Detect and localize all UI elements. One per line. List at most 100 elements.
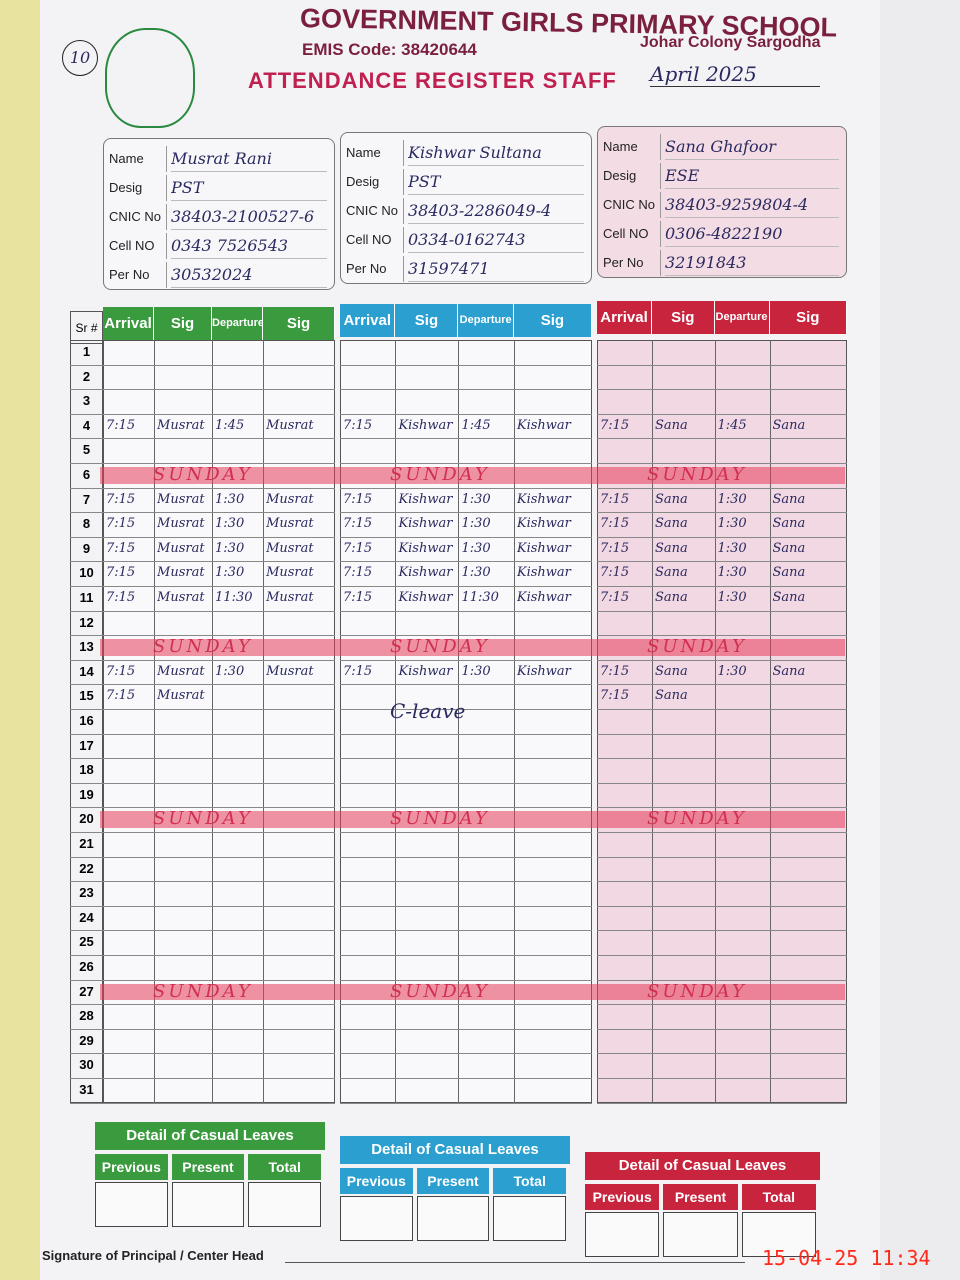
row-line: [70, 979, 103, 981]
entry: 11:30: [461, 590, 499, 605]
entry: Musrat: [157, 516, 205, 532]
card-label: CNIC No: [346, 198, 404, 224]
entry: 7:15: [343, 590, 373, 605]
row-line: [340, 709, 592, 710]
row-line: [70, 955, 103, 956]
card-label: Cell NO: [603, 221, 661, 247]
row-line: [340, 733, 592, 735]
row-line: [103, 955, 335, 956]
entry: 1:45: [717, 417, 747, 433]
entry: Kishwar: [398, 663, 453, 679]
month: April 2025: [650, 62, 820, 87]
column-line: [154, 340, 156, 1103]
row-line: [597, 610, 847, 612]
entry: 7:15: [106, 565, 136, 581]
row-line: [103, 512, 335, 514]
row-line: [103, 463, 335, 464]
leaves-cell: [585, 1212, 660, 1257]
entry: Sana: [655, 688, 688, 704]
row-line: [103, 832, 335, 833]
staff-card: [597, 126, 847, 278]
entry: 7:15: [106, 516, 136, 532]
entry: 7:15: [343, 565, 373, 581]
card-label: Name: [109, 146, 167, 172]
sr-number: 9: [82, 540, 91, 556]
row-line: [70, 438, 103, 440]
column-header: Sig: [769, 301, 847, 334]
entry: 7:15: [600, 565, 630, 581]
card-label: Cell NO: [109, 233, 167, 259]
row-line: [340, 881, 592, 883]
row-line: [340, 512, 592, 514]
leaves-cell: [340, 1196, 413, 1241]
sr-number: 3: [82, 393, 91, 409]
row-line: [597, 782, 847, 784]
row-line: [597, 758, 847, 760]
row-line: [70, 709, 103, 710]
signature-line: [285, 1262, 745, 1263]
sr-number: 26: [79, 959, 94, 974]
leaves-column: Present: [663, 1184, 738, 1210]
card-value: 32191843: [665, 250, 839, 276]
entry: 7:15: [106, 663, 136, 679]
row-line: [70, 512, 103, 514]
card-value: 0343 7526543: [171, 233, 327, 259]
next-page: [880, 0, 960, 1280]
entry: Kishwar: [516, 417, 571, 433]
row-line: [340, 536, 592, 538]
sunday-strike: [100, 639, 845, 656]
row-line: [70, 832, 103, 833]
card-value: 38403-2286049-4: [408, 198, 584, 224]
row-line: [597, 561, 847, 563]
sr-number: 14: [79, 663, 94, 679]
sr-number: 27: [79, 983, 94, 999]
entry: 1:30: [461, 491, 491, 507]
sunday-note: SUNDAY: [390, 980, 490, 1002]
entry: Musrat: [266, 516, 314, 532]
entry: Kishwar: [516, 590, 571, 605]
entry: Sana: [655, 590, 688, 605]
entry: 7:15: [600, 417, 630, 433]
row-line: [340, 635, 592, 637]
sr-number: 11: [79, 590, 94, 605]
row-line: [70, 610, 103, 612]
leaves-cell: [248, 1182, 321, 1227]
column-line: [212, 340, 214, 1103]
row-line: [597, 832, 847, 833]
row-line: [340, 659, 592, 661]
entry: Sana: [772, 516, 806, 532]
row-line: [70, 659, 103, 661]
row-line: [597, 881, 847, 883]
row-line: [340, 832, 592, 833]
column-header: Sig: [154, 307, 213, 340]
leaves-cell: [95, 1182, 168, 1227]
row-line: [340, 413, 592, 415]
sunday-note: SUNDAY: [153, 808, 253, 830]
row-line: [103, 1028, 335, 1030]
table-frame: [70, 340, 103, 1103]
entry: Kishwar: [516, 540, 571, 556]
card-label: Per No: [109, 262, 167, 288]
sr-number: 16: [79, 713, 94, 728]
row-line: [103, 1102, 335, 1104]
sr-number: 2: [82, 368, 91, 384]
row-line: [340, 487, 592, 489]
entry: Kishwar: [516, 663, 571, 679]
row-line: [70, 413, 103, 415]
entry: 7:15: [343, 540, 373, 556]
row-line: [70, 586, 103, 587]
column-header: Departure: [714, 301, 770, 334]
row-line: [70, 389, 103, 391]
entry: 7:15: [106, 688, 136, 704]
row-line: [340, 905, 592, 907]
sunday-note: SUNDAY: [153, 464, 253, 485]
sunday-note: SUNDAY: [153, 980, 253, 1002]
timestamp: 15-04-25 11:34: [762, 1246, 931, 1270]
entry: Sana: [772, 417, 806, 433]
entry: Sana: [655, 663, 688, 679]
sunday-note: SUNDAY: [153, 636, 253, 658]
entry: Sana: [772, 663, 806, 679]
sr-number: 22: [79, 860, 94, 876]
leaves-cell: [171, 1182, 245, 1227]
row-line: [597, 979, 847, 981]
